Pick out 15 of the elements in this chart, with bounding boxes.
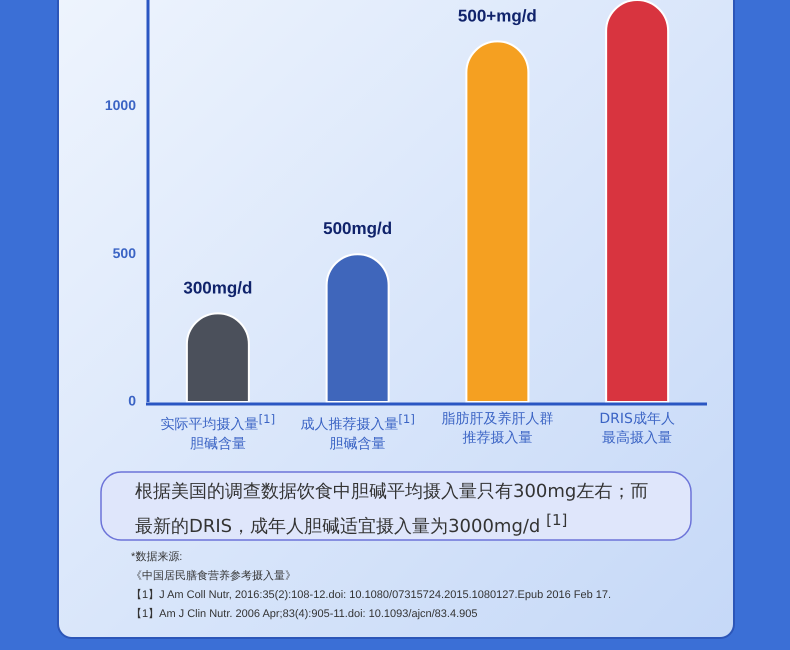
data-label: 500+mg/d <box>458 6 537 26</box>
y-tick-label: 0 <box>128 392 136 409</box>
text: 【1】J Am Coll Nutr, 2016:35(2):108-12.doi: 10.1080/07315724.2015.1080127.Epub 2016 Feb 17. <box>131 588 612 601</box>
text: *数据来源: <box>131 550 182 563</box>
data-label: 500mg/d <box>323 219 392 238</box>
data-label: 300mg/d <box>183 278 252 298</box>
category-label: 成人推荐摄入量$^{[1]}$胆碱含量 <box>300 412 415 452</box>
x-tick-label: 脂肪肝及养肝人群推荐摄入量 <box>440 410 554 448</box>
y-tick-label: 1000 <box>104 97 136 114</box>
category-label: 实际平均摄入量$^{[1]}$胆碱含量 <box>160 412 276 452</box>
text: 【1】Am J Clin Nutr. 2006 Apr;83(4):905-11.doi: 10.1093/ajcn/83.4.905 <box>131 607 478 620</box>
x-tick-label: DRIS成年人最高摄入量 <box>598 410 676 448</box>
text: 根据美国的调查数据饮食中胆碱平均摄入量只有300mg左右；而最新的DRIS，成年人胆碱适宜摄入量为3000mg/d $^{[1]}$ <box>135 480 650 539</box>
y-tick-label: 500 <box>112 244 136 261</box>
text: 《中国居民膳食营养参考摄入量》 <box>131 569 296 582</box>
